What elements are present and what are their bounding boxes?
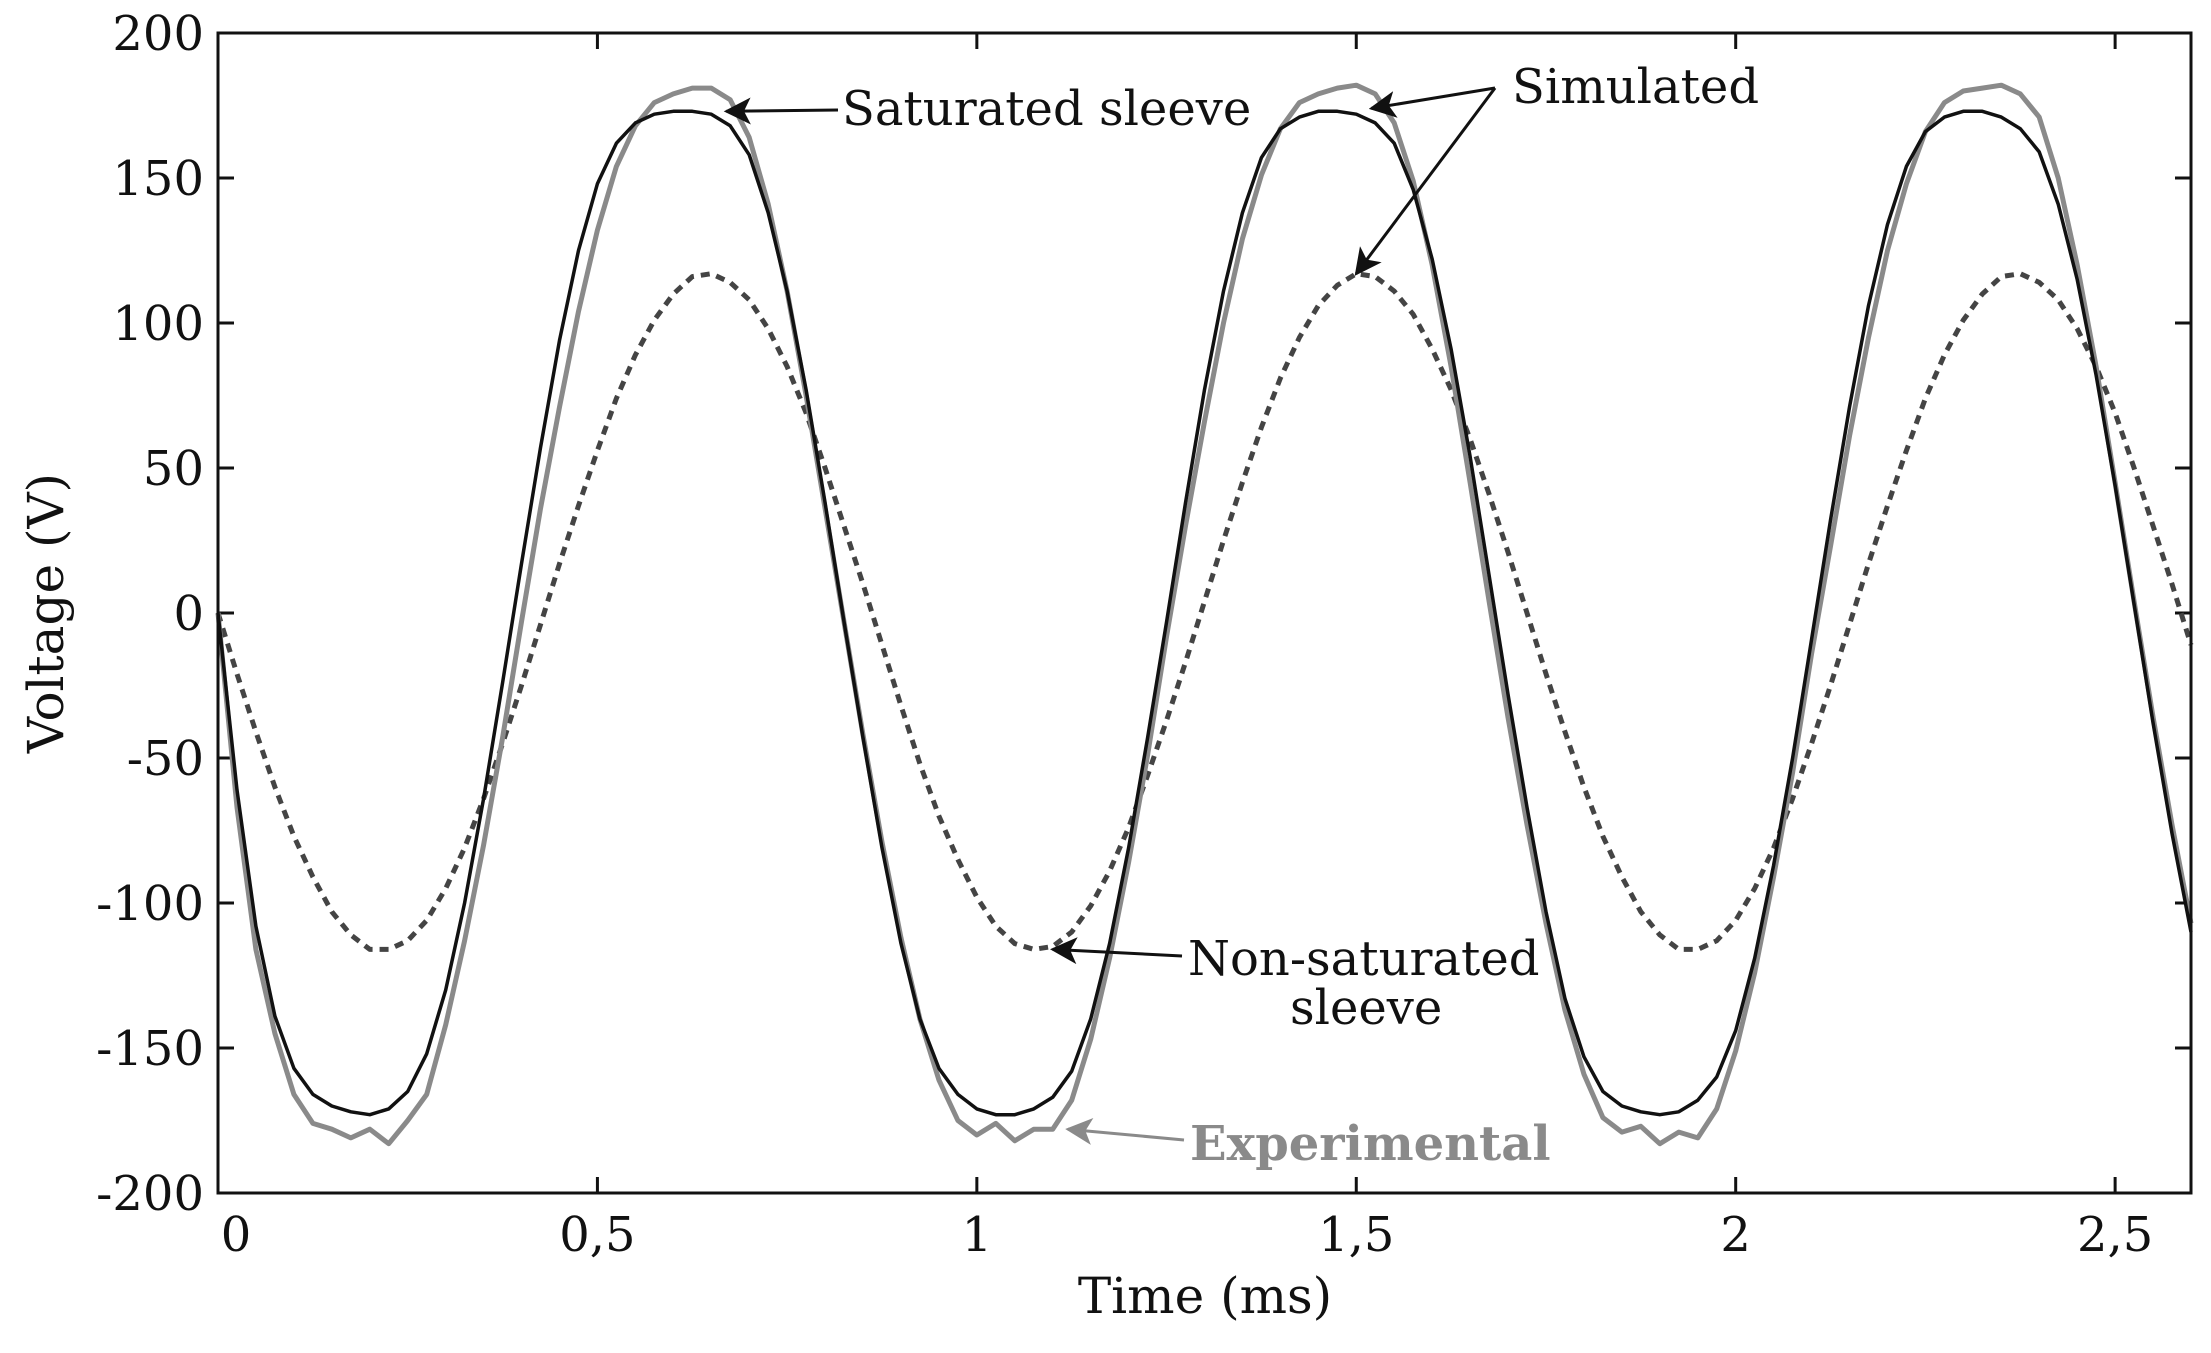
annotation-layer: Saturated sleeve Simulated Non-saturated… [842,59,1759,1172]
y-tick-label: -50 [127,731,204,787]
y-tick-label: -200 [96,1166,204,1222]
y-tick-label: 50 [143,441,204,497]
arrow-layer [723,86,1497,1145]
y-tick-label: 200 [112,6,204,62]
annotation-non-saturated-line1: Non-saturated [1188,931,1539,987]
y-tick-label: 100 [112,296,204,352]
x-tick-label: 0 [221,1207,252,1263]
annotation-simulated: Simulated [1512,59,1759,115]
annotation-experimental: Experimental [1190,1116,1551,1172]
series-experimental-line [215,82,2194,1147]
y-tick-label: 0 [173,586,204,642]
y-tick-label: 150 [112,151,204,207]
annotation-arrow-simulated [1368,86,1496,118]
annotation-saturated-sleeve: Saturated sleeve [842,81,1251,137]
annotation-arrow-saturated [723,97,839,125]
series-saturated-sleeve-line [216,109,2193,1117]
annotation-arrow-non_saturated [1050,937,1183,965]
series-layer [215,82,2194,1147]
annotation-non-saturated-line2: sleeve [1290,980,1442,1036]
annotation-arrow-simulated [1354,87,1497,276]
x-tick-label: 1,5 [1318,1207,1394,1263]
y-tick-label: -150 [96,1021,204,1077]
plot-frame [216,31,2193,1195]
x-tick-label: 2,5 [2077,1207,2153,1263]
x-tick-label: 2 [1720,1207,1751,1263]
x-axis-title: Time (ms) [1078,1267,1332,1325]
y-tick-label: -100 [96,876,204,932]
x-tick-label: 0,5 [559,1207,635,1263]
x-tick-label: 1 [962,1207,993,1263]
y-axis-title: Voltage (V) [17,473,75,754]
tick-labels: 0 0,5 1 1,5 2 2,5 -200 -150 -100 -50 0 50 100 150 200 [96,6,2153,1263]
annotation-arrow-experimental [1065,1118,1185,1145]
series-non-saturated-sleeve-line [215,271,2194,952]
